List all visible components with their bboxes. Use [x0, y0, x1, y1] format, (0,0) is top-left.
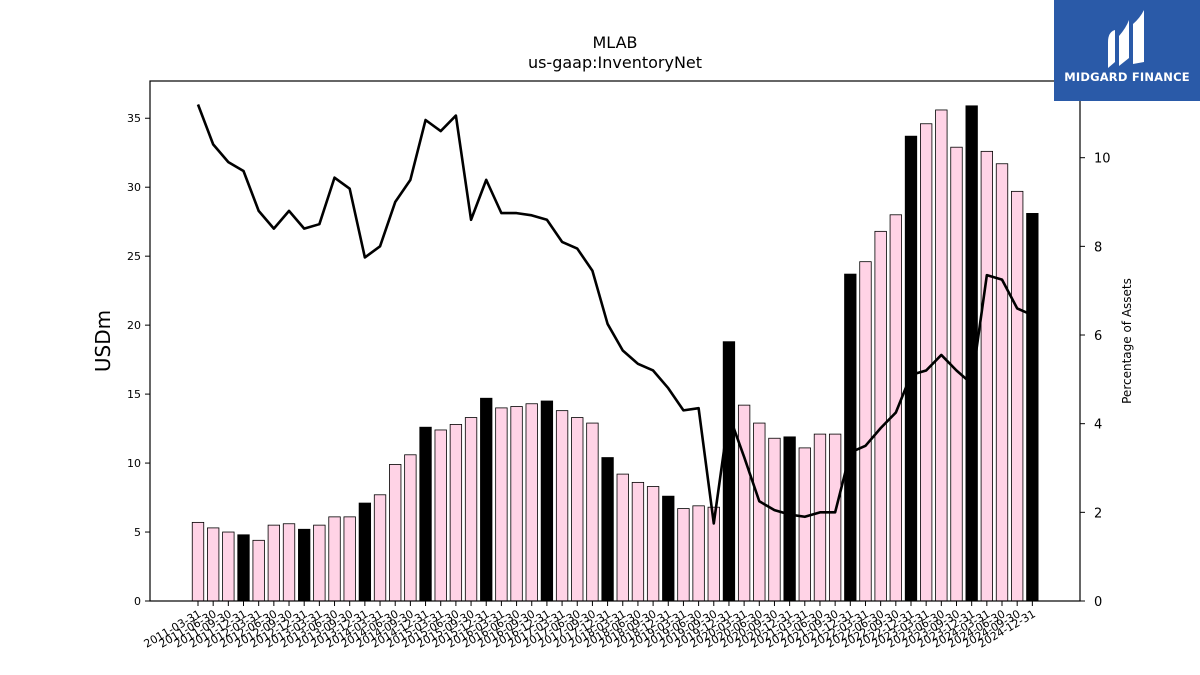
y2-tick-label: 6 [1094, 329, 1102, 344]
bar [920, 123, 933, 602]
bar [328, 516, 341, 602]
bar [798, 447, 811, 602]
bar [783, 436, 796, 602]
midgard-finance-logo: MIDGARD FINANCE [1054, 0, 1200, 101]
bar [540, 400, 554, 602]
bar [646, 486, 660, 602]
y-tick-label: 15 [127, 388, 141, 401]
bar [904, 135, 918, 602]
bar [874, 230, 887, 602]
bar [298, 528, 311, 602]
y-tick-label: 20 [127, 319, 141, 332]
y-tick-label: 35 [127, 112, 141, 125]
bar [692, 505, 705, 602]
bar-series [191, 105, 1039, 602]
y-tick-label: 25 [127, 250, 141, 263]
bar [525, 403, 538, 602]
bar [313, 524, 326, 602]
y-axis-right: 0 2 4 6 8 10 [1080, 152, 1111, 610]
y2-axis-label: Percentage of Assets [1120, 278, 1134, 404]
bar [237, 534, 250, 602]
bar [343, 516, 356, 602]
chart-title: MLAB [592, 33, 637, 52]
y-tick-label: 0 [134, 595, 141, 608]
bar [510, 406, 523, 602]
bar [844, 273, 857, 602]
bar [586, 422, 599, 602]
bar [404, 454, 417, 602]
bar [419, 426, 432, 602]
plot-frame [149, 80, 1081, 602]
y-tick-label: 30 [127, 181, 141, 194]
bar [449, 424, 463, 602]
y2-tick-label: 10 [1094, 152, 1111, 167]
bar [373, 494, 387, 602]
bar [222, 531, 235, 602]
bar [495, 407, 508, 602]
bar [737, 404, 751, 602]
midgard-logo-icon [1108, 10, 1144, 68]
y-axis-label: USDm [91, 310, 115, 372]
bar [480, 397, 493, 602]
bar [555, 410, 569, 602]
bar [207, 527, 220, 602]
bar [768, 437, 781, 602]
logo-text: MIDGARD FINANCE [1064, 70, 1190, 84]
bar [464, 417, 478, 602]
bar [571, 417, 584, 602]
bar [282, 523, 296, 602]
y-tick-label: 10 [127, 457, 141, 470]
bar [601, 457, 614, 602]
bar [1011, 190, 1024, 602]
bar [267, 524, 281, 602]
bar [631, 481, 645, 602]
bar [252, 539, 265, 602]
bar [980, 150, 993, 602]
bar [859, 261, 872, 602]
bar [722, 341, 736, 602]
chart-subtitle: us-gaap:InventoryNet [528, 53, 702, 72]
bar [616, 473, 629, 602]
bar [995, 163, 1009, 602]
bar [389, 464, 402, 602]
bar [434, 429, 447, 602]
bar [358, 502, 372, 602]
x-axis: 2011-03-312011-06-302011-09-302011-12-31… [142, 601, 1038, 651]
bar [662, 495, 675, 602]
y-tick-label: 5 [134, 526, 141, 539]
y2-tick-label: 0 [1094, 595, 1102, 610]
bar [191, 521, 205, 602]
bar [677, 508, 690, 602]
y-axis-left: 0 5 10 15 20 25 30 35 [127, 112, 150, 608]
percentage-line [196, 104, 1033, 525]
bar [1026, 213, 1039, 602]
y2-tick-label: 2 [1094, 506, 1102, 521]
bar [753, 422, 766, 602]
y2-tick-label: 4 [1094, 418, 1102, 433]
y2-tick-label: 8 [1094, 240, 1102, 255]
bar [828, 433, 842, 602]
bar [889, 214, 902, 602]
bar [813, 433, 827, 602]
